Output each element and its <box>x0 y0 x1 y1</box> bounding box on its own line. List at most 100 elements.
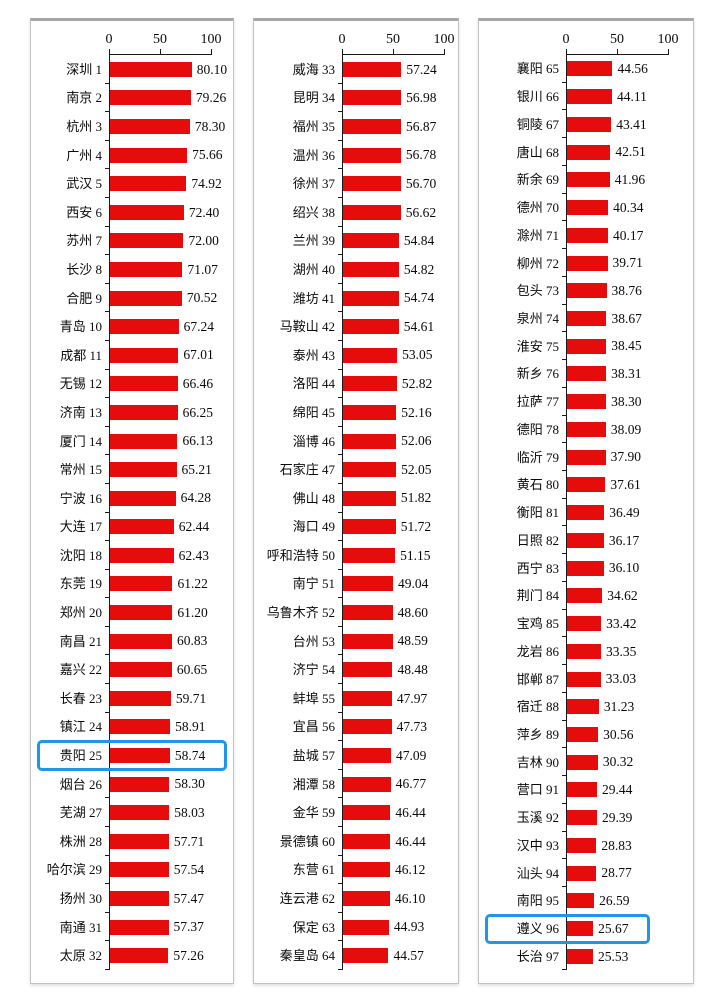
city-rank-label: 襄阳 65 <box>516 61 559 77</box>
value-axis-tick-label: 50 <box>610 32 624 47</box>
score-value-label: 44.93 <box>393 919 425 935</box>
bar-row: 宝鸡 85 33.42 <box>479 610 693 638</box>
score-bar <box>567 810 597 826</box>
category-axis-tick <box>105 969 109 970</box>
city-rank-label: 新余 69 <box>516 172 559 188</box>
score-value-label: 66.25 <box>182 404 213 420</box>
bar-row: 宁波 16 64.28 <box>31 484 233 513</box>
score-value-label: 57.26 <box>173 947 204 963</box>
score-value-label: 47.73 <box>396 719 428 735</box>
bar-row: 连云港 62 46.10 <box>254 884 458 913</box>
score-value-label: 72.00 <box>188 233 219 249</box>
score-bar <box>110 547 174 563</box>
score-value-label: 57.47 <box>173 890 204 906</box>
score-value-label: 37.61 <box>610 477 641 493</box>
score-bar <box>567 837 597 853</box>
value-axis: 0 50 100 <box>254 21 458 55</box>
score-bar <box>343 433 397 449</box>
score-value-label: 74.92 <box>191 175 222 191</box>
value-axis-tick <box>617 49 618 55</box>
category-axis-tick <box>105 368 109 370</box>
score-value-label: 65.21 <box>181 461 212 477</box>
bar-row: 东营 61 46.12 <box>254 856 458 885</box>
bar-row: 嘉兴 22 60.65 <box>31 655 233 685</box>
city-rank-label: 绵阳 45 <box>292 404 335 420</box>
bar-row: 柳州 72 39.71 <box>479 249 693 277</box>
city-rank-label: 宜昌 56 <box>292 719 335 735</box>
score-bar <box>567 310 607 326</box>
score-value-label: 47.97 <box>396 690 428 706</box>
city-rank-label: 株洲 28 <box>59 833 102 849</box>
score-value-label: 38.31 <box>611 366 642 382</box>
score-bar <box>567 255 608 271</box>
category-axis-tick <box>562 664 566 666</box>
city-rank-label: 呼和浩特 50 <box>266 547 335 563</box>
score-value-label: 67.01 <box>183 347 214 363</box>
city-rank-label: 拉萨 77 <box>516 394 559 410</box>
category-axis-line <box>342 55 343 970</box>
score-bar <box>110 919 169 935</box>
value-axis-tick <box>668 49 669 55</box>
city-rank-label: 滁州 71 <box>516 227 559 243</box>
category-axis-tick <box>338 883 342 885</box>
score-value-label: 60.65 <box>176 662 208 678</box>
score-bar <box>110 633 173 649</box>
city-rank-label: 淄博 46 <box>292 433 335 449</box>
city-rank-label: 黄石 80 <box>516 477 559 493</box>
bar-row: 兰州 39 54.84 <box>254 227 458 256</box>
score-bar <box>110 376 178 392</box>
category-axis-tick <box>338 969 342 970</box>
city-rank-label: 昆明 34 <box>292 90 335 106</box>
city-rank-label: 烟台 26 <box>59 776 102 792</box>
score-value-label: 58.30 <box>174 776 205 792</box>
category-axis-tick <box>338 740 342 742</box>
category-axis-tick <box>338 111 342 113</box>
bar-row: 滁州 71 40.17 <box>479 221 693 250</box>
bar-row: 温州 36 56.78 <box>254 141 458 170</box>
score-bar <box>567 477 606 493</box>
bar-row: 萍乡 89 30.56 <box>479 721 693 749</box>
city-rank-label: 东营 61 <box>292 862 335 878</box>
city-rank-label: 营口 91 <box>516 782 559 798</box>
category-axis-tick <box>105 168 109 170</box>
category-axis-tick <box>562 386 566 388</box>
score-bar <box>343 748 392 764</box>
score-value-label: 78.30 <box>194 118 226 134</box>
score-value-label: 62.44 <box>178 519 210 535</box>
category-axis-tick <box>562 747 566 749</box>
category-axis-tick <box>562 608 566 610</box>
city-rank-label: 长春 23 <box>59 690 102 706</box>
score-bar <box>343 776 391 792</box>
score-bar <box>343 633 393 649</box>
bar-row: 德阳 78 38.09 <box>479 416 693 444</box>
city-rank-label: 芜湖 27 <box>59 805 102 821</box>
score-bar <box>110 891 169 907</box>
score-bar <box>567 144 611 160</box>
category-axis-tick <box>105 625 109 627</box>
bar-row: 景德镇 60 46.44 <box>254 827 458 856</box>
category-axis-tick <box>105 196 109 198</box>
bar-row: 南京 2 79.26 <box>31 84 233 113</box>
score-bar <box>567 116 612 132</box>
value-axis-tick <box>444 49 445 55</box>
bar-row: 临沂 79 37.90 <box>479 443 693 472</box>
score-bar <box>110 118 190 134</box>
score-bar <box>110 576 173 592</box>
score-value-label: 34.62 <box>607 588 638 604</box>
city-rank-label: 佛山 48 <box>292 490 335 506</box>
city-rank-label: 南阳 95 <box>516 893 559 909</box>
score-bar <box>567 421 606 437</box>
score-bar <box>567 948 594 964</box>
city-rank-label: 柳州 72 <box>516 255 559 271</box>
score-bar <box>343 118 401 134</box>
score-bar <box>343 547 396 563</box>
bar-row: 南通 31 57.37 <box>31 913 233 942</box>
score-value-label: 26.59 <box>599 893 630 909</box>
city-rank-label: 杭州 3 <box>66 118 102 134</box>
city-rank-label: 景德镇 60 <box>279 833 335 849</box>
city-rank-label: 兰州 39 <box>292 233 335 249</box>
city-rank-label: 扬州 30 <box>59 891 102 907</box>
value-axis-tick-label: 0 <box>562 32 570 47</box>
city-rank-label: 温州 36 <box>292 147 335 163</box>
city-rank-label: 海口 49 <box>292 519 335 535</box>
